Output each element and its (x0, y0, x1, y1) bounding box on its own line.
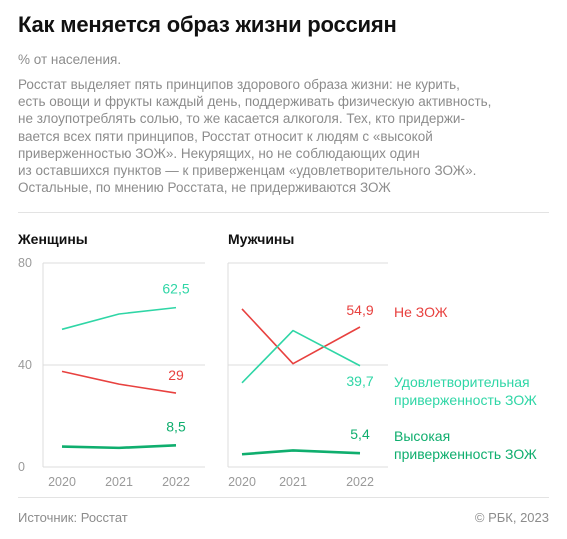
series-line-no_zozh (241, 308, 361, 365)
page-title: Как меняется образ жизни россиян (18, 12, 397, 37)
top-divider (18, 212, 549, 213)
description-line: вается всех пяти принципов, Росстат отно… (18, 128, 433, 144)
x-tick-label: 2021 (279, 475, 307, 489)
x-tick-label: 2020 (48, 475, 76, 489)
legend-entry-no_zozh: Не ЗОЖ (394, 304, 448, 320)
data-label-satisfactory: 39,7 (346, 373, 373, 389)
data-label-high: 5,4 (350, 426, 370, 442)
description-line: Росстат выделяет пять принципов здоровог… (18, 77, 460, 92)
y-tick-label: 80 (18, 256, 32, 270)
description-line: не злоупотреблять солью, то же касается … (18, 111, 465, 127)
chart-description: Росстат выделяет пять принципов здоровог… (18, 76, 554, 196)
bottom-divider (18, 497, 549, 498)
description-line: есть овощи и фрукты каждый день, поддерж… (18, 94, 492, 110)
description-line: из оставшихся пунктов — к приверженцам «… (18, 163, 477, 179)
series-line-high (61, 444, 177, 450)
description-line: Остальные, по мнению Росстата, не придер… (18, 180, 391, 196)
panel-title: Мужчины (228, 231, 294, 247)
data-label-high: 8,5 (166, 418, 186, 434)
x-tick-label: 2022 (346, 475, 374, 489)
copyright: © РБК, 2023 (474, 510, 549, 525)
legend-entry-high: Высокая (394, 428, 450, 444)
legend-entry-high: приверженность ЗОЖ (394, 446, 537, 462)
series-line-satisfactory (241, 329, 361, 384)
description-line: приверженностью ЗОЖ». Некурящих, но не с… (18, 145, 420, 161)
data-label-no_zozh: 54,9 (346, 302, 373, 318)
series-line-no_zozh (61, 370, 177, 394)
panel-title: Женщины (17, 231, 88, 247)
source-note: Источник: Росстат (18, 510, 128, 525)
series-line-satisfactory (61, 306, 177, 331)
x-tick-label: 2020 (228, 475, 256, 489)
chart-subtitle: % от населения. (18, 52, 122, 67)
data-label-satisfactory: 62,5 (162, 281, 189, 297)
x-tick-label: 2022 (162, 475, 190, 489)
series-line-high (241, 449, 361, 456)
y-tick-label: 40 (18, 358, 32, 372)
data-label-no_zozh: 29 (168, 367, 184, 383)
x-tick-label: 2021 (105, 475, 133, 489)
legend-entry-satisfactory: Удовлетворительная (394, 374, 530, 390)
chart-area: Женщины 0 40 80 2020 2021 2022 62,5 29 8,5 Мужчины… (17, 231, 537, 489)
y-tick-label: 0 (18, 460, 25, 474)
legend-entry-satisfactory: приверженность ЗОЖ (394, 392, 537, 408)
